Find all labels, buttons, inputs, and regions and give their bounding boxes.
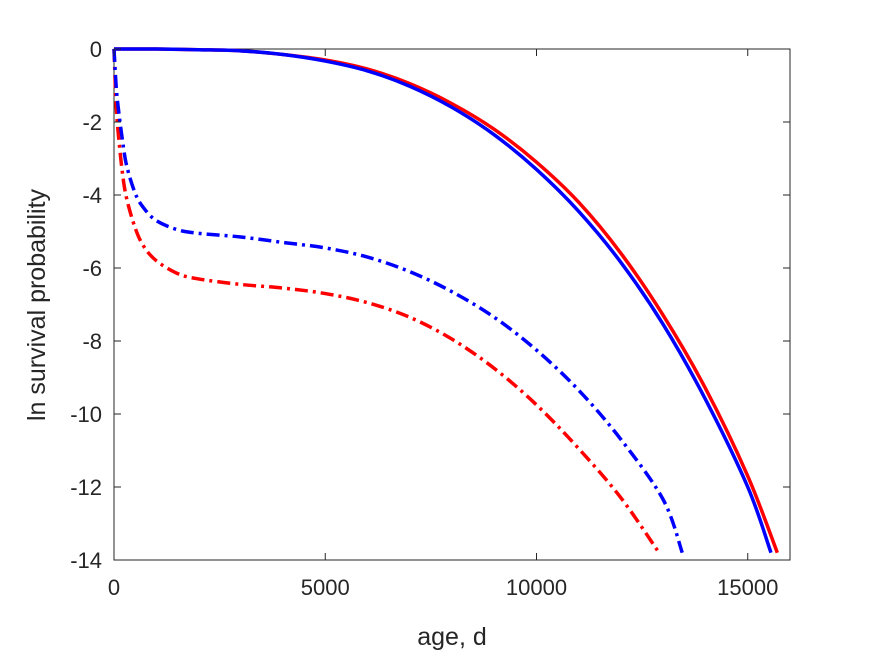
y-tick-label: -8 bbox=[82, 329, 102, 354]
y-tick-label: -12 bbox=[70, 475, 102, 500]
x-tick-label: 0 bbox=[108, 575, 120, 600]
x-axis-label: age, d bbox=[417, 623, 487, 651]
y-tick-label: 0 bbox=[90, 37, 102, 62]
series-layer bbox=[112, 47, 779, 554]
y-tick-label: -2 bbox=[82, 110, 102, 135]
dashdot-series-line-blue bbox=[112, 48, 684, 554]
x-tick-label: 15000 bbox=[717, 575, 778, 600]
solid-series-line-blue bbox=[113, 47, 773, 554]
y-tick-label: -4 bbox=[82, 183, 102, 208]
y-axis-label: ln survival probability bbox=[23, 188, 51, 421]
dashdot-series-line-red bbox=[112, 48, 661, 554]
x-tick-label: 5000 bbox=[301, 575, 350, 600]
y-tick-label: -10 bbox=[70, 402, 102, 427]
ticks-layer: 0 5000 10000 15000 0 -2 -4 -6 -8 -10 -12 -14 bbox=[70, 37, 790, 600]
y-tick-label: -14 bbox=[70, 548, 102, 573]
x-tick-label: 10000 bbox=[506, 575, 567, 600]
y-tick-label: -6 bbox=[82, 256, 102, 281]
plot-area bbox=[113, 48, 791, 561]
